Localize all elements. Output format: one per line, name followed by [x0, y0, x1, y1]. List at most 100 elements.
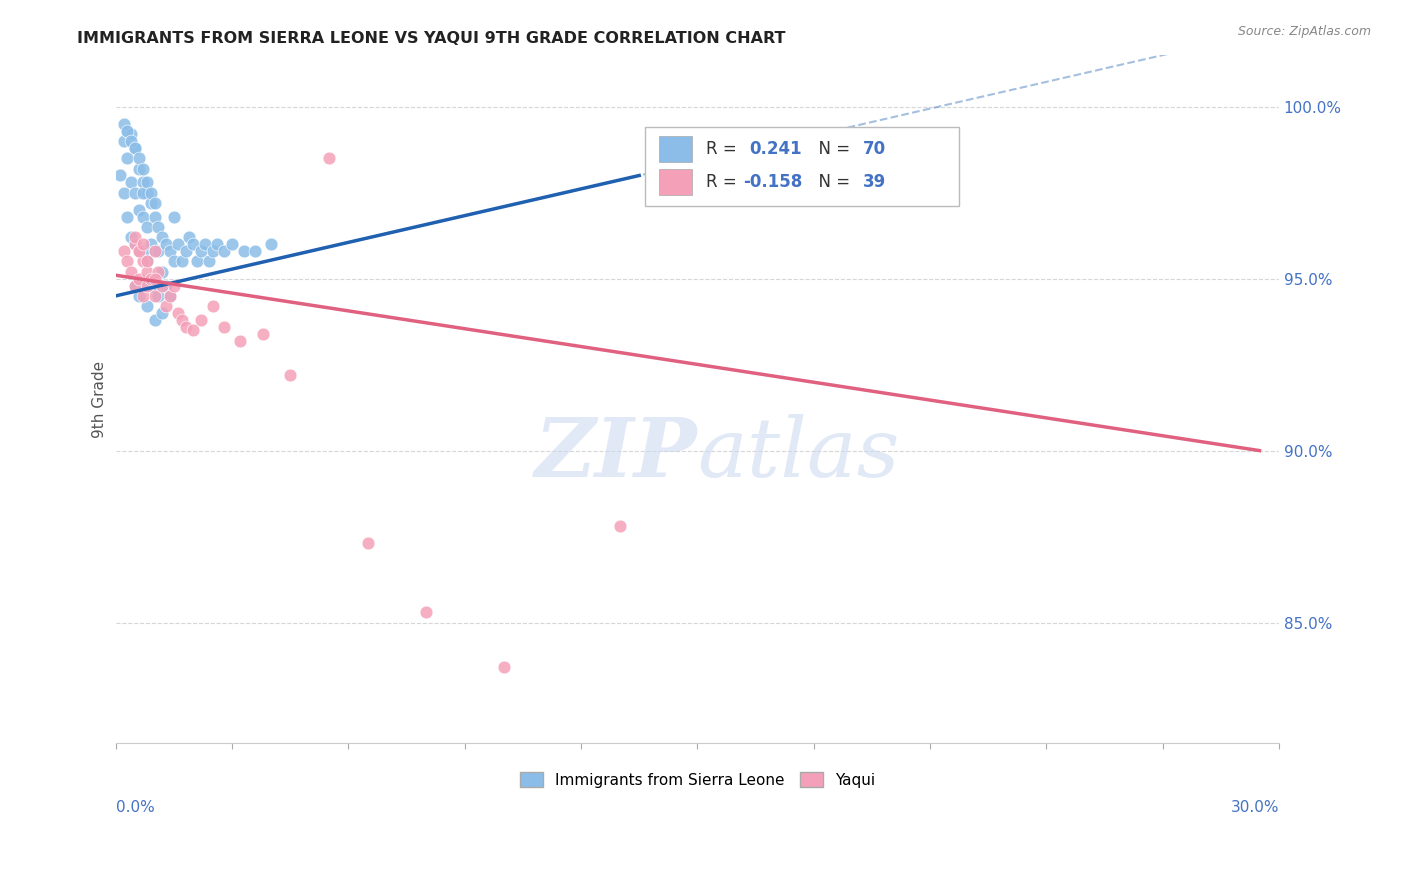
Text: 30.0%: 30.0%	[1230, 799, 1279, 814]
Point	[128, 271, 150, 285]
Point	[135, 175, 157, 189]
Point	[143, 278, 166, 293]
Point	[139, 186, 162, 200]
Point	[132, 161, 155, 176]
Point	[163, 210, 186, 224]
Text: R =: R =	[706, 173, 741, 192]
Point	[128, 289, 150, 303]
Text: R =: R =	[706, 140, 741, 159]
Point	[163, 278, 186, 293]
Point	[139, 271, 162, 285]
Point	[139, 237, 162, 252]
Point	[148, 220, 170, 235]
Point	[143, 244, 166, 259]
Text: 0.241: 0.241	[749, 140, 803, 159]
Point	[132, 175, 155, 189]
Point	[148, 289, 170, 303]
Point	[170, 254, 193, 268]
Point	[190, 313, 212, 327]
Point	[143, 289, 166, 303]
Point	[150, 278, 173, 293]
Point	[124, 186, 146, 200]
Point	[135, 186, 157, 200]
Text: atlas: atlas	[697, 414, 900, 494]
FancyBboxPatch shape	[659, 169, 692, 195]
Point	[245, 244, 267, 259]
Point	[124, 141, 146, 155]
Point	[415, 605, 437, 619]
Point	[170, 313, 193, 327]
Point	[183, 237, 205, 252]
Text: IMMIGRANTS FROM SIERRA LEONE VS YAQUI 9TH GRADE CORRELATION CHART: IMMIGRANTS FROM SIERRA LEONE VS YAQUI 9T…	[77, 31, 786, 46]
Point	[135, 254, 157, 268]
Point	[150, 306, 173, 320]
Point	[159, 289, 181, 303]
Point	[186, 254, 208, 268]
Point	[132, 186, 155, 200]
Text: Source: ZipAtlas.com: Source: ZipAtlas.com	[1237, 25, 1371, 38]
Point	[155, 237, 177, 252]
Point	[124, 237, 146, 252]
Point	[128, 161, 150, 176]
Text: N =: N =	[808, 140, 855, 159]
Point	[117, 124, 139, 138]
Point	[132, 210, 155, 224]
Point	[120, 230, 142, 244]
Point	[124, 278, 146, 293]
Point	[117, 210, 139, 224]
Text: 39: 39	[862, 173, 886, 192]
Point	[135, 299, 157, 313]
Point	[278, 368, 301, 382]
Point	[357, 536, 380, 550]
Point	[135, 254, 157, 268]
FancyBboxPatch shape	[645, 128, 959, 206]
Point	[124, 278, 146, 293]
Point	[120, 134, 142, 148]
Point	[128, 244, 150, 259]
Point	[159, 289, 181, 303]
Point	[179, 230, 201, 244]
Point	[120, 127, 142, 141]
Point	[132, 254, 155, 268]
Point	[198, 254, 221, 268]
Point	[150, 230, 173, 244]
Point	[124, 141, 146, 155]
Point	[318, 151, 340, 165]
Y-axis label: 9th Grade: 9th Grade	[93, 360, 107, 438]
Point	[609, 519, 631, 533]
Point	[128, 151, 150, 165]
Point	[112, 117, 135, 131]
Point	[155, 278, 177, 293]
Legend: Immigrants from Sierra Leone, Yaqui: Immigrants from Sierra Leone, Yaqui	[513, 765, 882, 794]
Point	[166, 237, 188, 252]
Point	[201, 244, 224, 259]
Point	[492, 660, 515, 674]
Point	[135, 265, 157, 279]
Point	[128, 244, 150, 259]
Point	[190, 244, 212, 259]
Point	[174, 244, 197, 259]
Point	[143, 313, 166, 327]
Point	[221, 237, 243, 252]
Point	[112, 244, 135, 259]
Point	[117, 124, 139, 138]
Point	[143, 196, 166, 211]
Text: 0.0%: 0.0%	[115, 799, 155, 814]
Point	[229, 334, 252, 348]
Point	[159, 244, 181, 259]
Point	[132, 289, 155, 303]
Point	[155, 299, 177, 313]
Text: ZIP: ZIP	[534, 414, 697, 494]
Point	[143, 271, 166, 285]
Point	[112, 134, 135, 148]
Point	[205, 237, 228, 252]
Point	[117, 254, 139, 268]
Point	[128, 244, 150, 259]
Text: -0.158: -0.158	[742, 173, 801, 192]
Point	[252, 326, 274, 341]
Point	[135, 278, 157, 293]
Point	[139, 278, 162, 293]
Point	[132, 278, 155, 293]
Point	[117, 151, 139, 165]
Point	[214, 244, 236, 259]
